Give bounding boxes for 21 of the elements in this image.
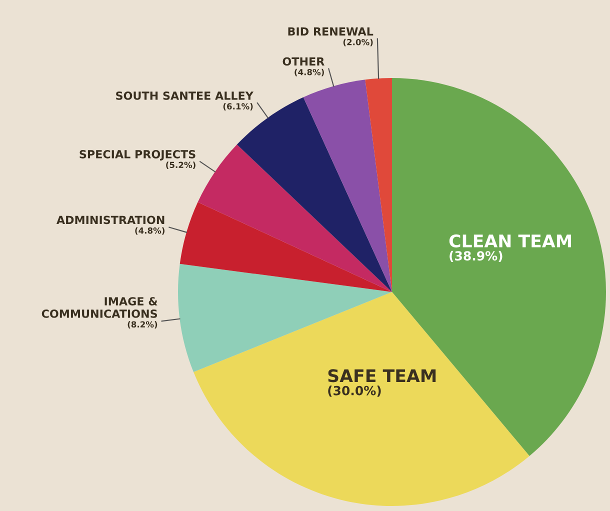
- pie-slice: [198, 144, 392, 292]
- pie-slice: [194, 292, 530, 506]
- data-label: (4.8%): [294, 68, 324, 76]
- data-label: (30.0%): [328, 386, 381, 397]
- data-label: (2.0%): [343, 38, 373, 46]
- slice-label: CLEAN TEAM: [449, 234, 572, 248]
- slice-label: SOUTH SANTEE ALLEY: [116, 91, 254, 100]
- slice-label: ADMINISTRATION: [56, 216, 164, 224]
- data-label: (4.8%): [135, 227, 164, 235]
- data-label: (38.9%): [450, 250, 502, 262]
- pie-slice: [180, 202, 392, 292]
- slice-label: IMAGE & COMMUNICATIONS: [42, 297, 158, 318]
- slice-label: SAFE TEAM: [328, 369, 436, 382]
- pie-slice: [365, 78, 392, 292]
- slice-label: BID RENEWAL: [288, 27, 374, 36]
- slice-label: OTHER: [282, 57, 324, 66]
- slice-label: SPECIAL PROJECTS: [80, 150, 196, 161]
- data-label: (6.1%): [223, 103, 253, 110]
- data-label: (5.2%): [166, 162, 196, 170]
- data-label: (8.2%): [128, 321, 158, 329]
- pie-slice: [303, 80, 392, 292]
